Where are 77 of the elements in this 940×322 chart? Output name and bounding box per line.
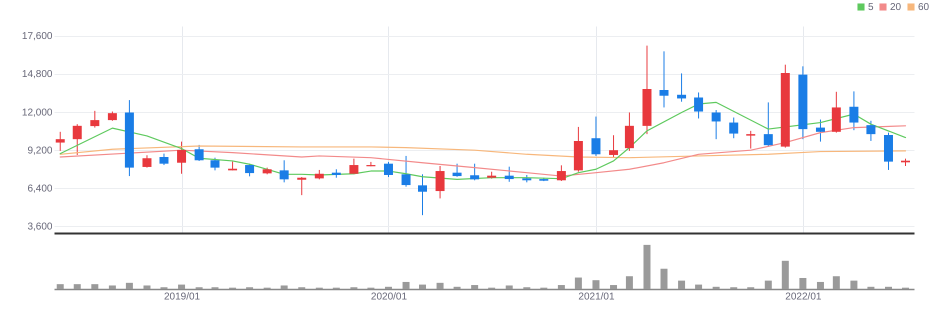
candlestick: [384, 161, 393, 178]
bar: [782, 260, 789, 289]
candlestick: [108, 111, 117, 122]
bar: [695, 284, 702, 289]
bar: [660, 268, 668, 289]
y-tick-label: 14,800: [22, 69, 53, 80]
bar: [436, 282, 444, 289]
bar: [850, 280, 858, 289]
bar: [418, 284, 426, 289]
bar: [832, 276, 840, 289]
candlestick: [746, 130, 756, 150]
bar: [764, 280, 772, 289]
candlestick: [677, 72, 686, 102]
bar: [471, 285, 478, 289]
candlestick: [245, 163, 254, 177]
bar: [558, 285, 565, 289]
candlestick: [849, 90, 858, 131]
y-tick-label: 6,400: [27, 184, 53, 195]
legend-label: 60: [918, 2, 930, 13]
bar: [816, 282, 824, 289]
candlestick: [349, 158, 358, 175]
y-tick-label: 17,600: [22, 31, 53, 42]
candlestick: [210, 157, 220, 171]
candlestick: [609, 134, 618, 158]
candlestick: [436, 165, 445, 199]
bar: [799, 278, 806, 289]
candlestick: [72, 124, 82, 156]
candlestick: [504, 166, 514, 182]
line-series: [60, 145, 906, 158]
candlestick: [177, 141, 186, 174]
bar: [280, 285, 288, 289]
bar: [178, 284, 186, 289]
candlestick: [56, 131, 65, 152]
candlestick: [591, 116, 600, 156]
bar: [643, 244, 650, 289]
candlestick: [90, 110, 100, 128]
legend-label: 5: [868, 2, 874, 13]
bar: [108, 285, 116, 289]
candlestick: [452, 163, 462, 178]
bar: [610, 285, 618, 289]
bar: [91, 284, 98, 289]
x-tick-label: 2020/01: [370, 292, 408, 302]
candlestick: [142, 154, 152, 168]
y-tick-label: 9,200: [27, 145, 53, 156]
candlestick: [556, 164, 566, 182]
candlestick: [314, 169, 324, 180]
bar: [74, 284, 81, 289]
bar: [592, 280, 600, 289]
candlestick: [280, 160, 289, 183]
bar: [626, 276, 633, 289]
bar: [506, 285, 513, 289]
candlestick: [418, 174, 427, 216]
candlestick: [194, 144, 204, 162]
candlestick: [159, 153, 168, 166]
candlestick: [764, 102, 773, 148]
bar: [402, 282, 410, 289]
bar: [143, 285, 150, 289]
candlestick: [816, 119, 825, 142]
x-tick-label: 2021/01: [578, 292, 615, 302]
x-tick-label: 2022/01: [785, 292, 822, 302]
candlestick: [402, 155, 411, 188]
y-tick-label: 3,600: [27, 222, 53, 233]
candlestick: [297, 176, 306, 196]
bar: [678, 280, 686, 289]
candlestick: [659, 50, 668, 108]
bar: [574, 278, 582, 289]
candlestick: [866, 120, 876, 142]
candlestick: [624, 112, 634, 152]
x-tick-label: 2019/01: [164, 292, 201, 302]
bar: [56, 284, 64, 289]
candlestick: [694, 92, 704, 119]
candlestick: [729, 117, 738, 139]
legend-label: 20: [890, 2, 902, 13]
bar: [126, 282, 133, 289]
candlestick: [470, 163, 480, 181]
y-tick-label: 12,000: [22, 107, 53, 118]
candlestick: [712, 110, 721, 140]
